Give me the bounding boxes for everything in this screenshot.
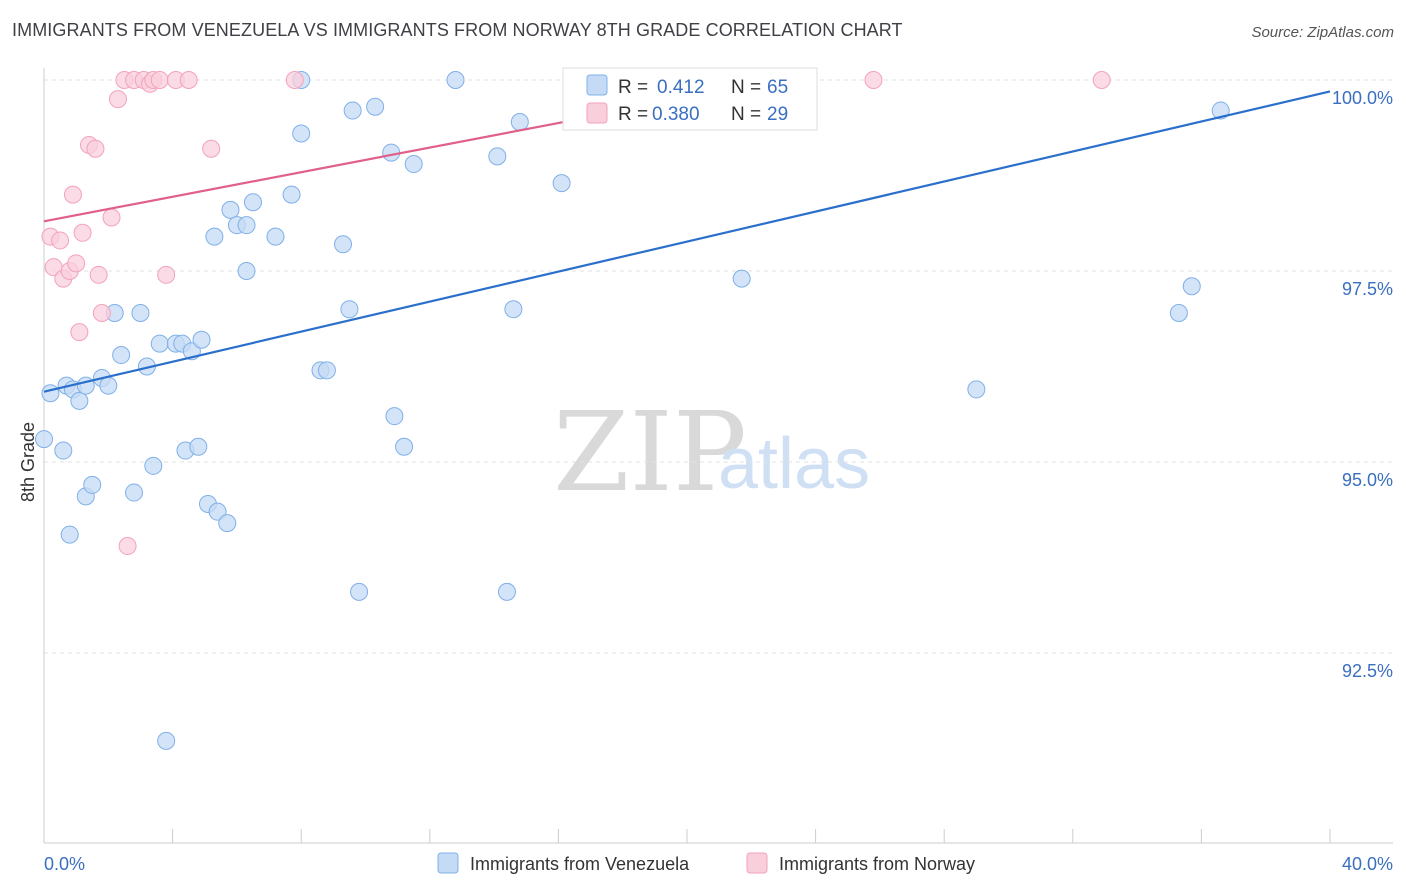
y-tick-label: 95.0% [1342, 470, 1393, 490]
data-point [108, 90, 127, 109]
data-point [237, 216, 256, 235]
data-point [340, 300, 359, 319]
data-point [732, 269, 751, 288]
data-point [150, 334, 169, 353]
data-point [208, 502, 227, 521]
data-point [350, 582, 369, 601]
data-point [266, 227, 285, 246]
data-point [202, 139, 221, 158]
y-tick-label: 100.0% [1332, 88, 1393, 108]
data-point [292, 124, 311, 143]
data-point [157, 265, 176, 284]
stats-swatch-venezuela [586, 74, 608, 96]
data-point [189, 437, 208, 456]
data-point [497, 582, 516, 601]
data-point [221, 200, 240, 219]
data-point [157, 731, 176, 750]
data-point [92, 304, 111, 323]
watermark-zip: ZIP [553, 388, 747, 516]
data-point [41, 384, 60, 403]
legend-label-venezuela: Immigrants from Venezuela [470, 854, 690, 874]
trend-line-venezuela [43, 90, 1331, 393]
data-point [118, 537, 137, 556]
data-point [51, 231, 70, 250]
series-norway-points [41, 71, 1111, 556]
data-point [35, 430, 53, 449]
data-point [1182, 277, 1201, 296]
y-tick-labels: 100.0% 97.5% 95.0% 92.5% [1332, 88, 1393, 681]
watermark-atlas: atlas [718, 424, 870, 504]
data-point [1169, 304, 1188, 323]
data-point [243, 193, 262, 212]
data-point [488, 147, 507, 166]
stats-r-label-norway: R = [618, 104, 648, 125]
data-point [70, 391, 89, 410]
data-point [382, 143, 401, 162]
data-point [192, 330, 211, 349]
data-point [218, 514, 237, 533]
data-point [86, 139, 105, 158]
stats-n-label-norway: N = [731, 104, 761, 125]
data-point [552, 174, 571, 193]
stats-n-value-venezuela: 65 [767, 77, 788, 98]
data-point [63, 185, 82, 204]
data-point [99, 376, 118, 395]
stats-r-value-norway: 0.380 [652, 104, 700, 125]
legend-label-norway: Immigrants from Norway [779, 854, 975, 874]
data-point [343, 101, 362, 120]
data-point [967, 380, 986, 399]
data-point [67, 254, 86, 273]
data-point [179, 71, 198, 89]
data-point [237, 262, 256, 280]
data-point [317, 361, 336, 380]
data-point [404, 155, 423, 174]
data-point [385, 407, 404, 426]
data-point [131, 304, 150, 323]
gridlines [44, 79, 1393, 654]
data-point [366, 97, 385, 116]
data-point [83, 475, 102, 494]
stats-n-label-venezuela: N = [731, 77, 761, 98]
data-point [89, 265, 108, 284]
data-point [285, 71, 304, 89]
data-point [510, 113, 529, 132]
data-point [333, 235, 352, 254]
stats-legend: R = 0.412 N = 65 R = 0.380 N = 29 [562, 67, 818, 131]
x-tick-label-max: 40.0% [1342, 854, 1393, 874]
data-point [102, 208, 121, 227]
data-point [864, 71, 883, 89]
legend-swatch-norway [746, 852, 768, 874]
data-point [1211, 101, 1230, 120]
chart-source: Source: ZipAtlas.com [1251, 24, 1394, 41]
data-point [54, 441, 73, 460]
stats-r-value-venezuela: 0.412 [657, 77, 705, 98]
y-axis-label: 8th Grade [18, 422, 38, 502]
data-point [70, 323, 89, 342]
legend-swatch-venezuela [437, 852, 459, 874]
data-point [1092, 71, 1111, 89]
data-point [446, 71, 465, 89]
stats-n-value-norway: 29 [767, 104, 788, 125]
data-point [395, 437, 414, 456]
x-tick-label-min: 0.0% [44, 854, 85, 874]
bottom-legend: Immigrants from Venezuela Immigrants fro… [437, 852, 975, 874]
data-point [125, 483, 144, 502]
chart-title: IMMIGRANTS FROM VENEZUELA VS IMMIGRANTS … [12, 20, 903, 40]
axes [43, 68, 1393, 844]
data-point [73, 223, 92, 242]
y-tick-label: 97.5% [1342, 279, 1393, 299]
data-point [60, 525, 79, 544]
data-point [150, 71, 169, 89]
data-point [144, 456, 163, 475]
stats-swatch-norway [586, 102, 608, 124]
data-point [282, 185, 301, 204]
stats-r-label-venezuela: R = [618, 77, 648, 98]
watermark: ZIP atlas [553, 388, 870, 516]
y-tick-label: 92.5% [1342, 661, 1393, 681]
data-point [504, 300, 523, 319]
data-point [112, 346, 131, 365]
data-point [205, 227, 224, 246]
